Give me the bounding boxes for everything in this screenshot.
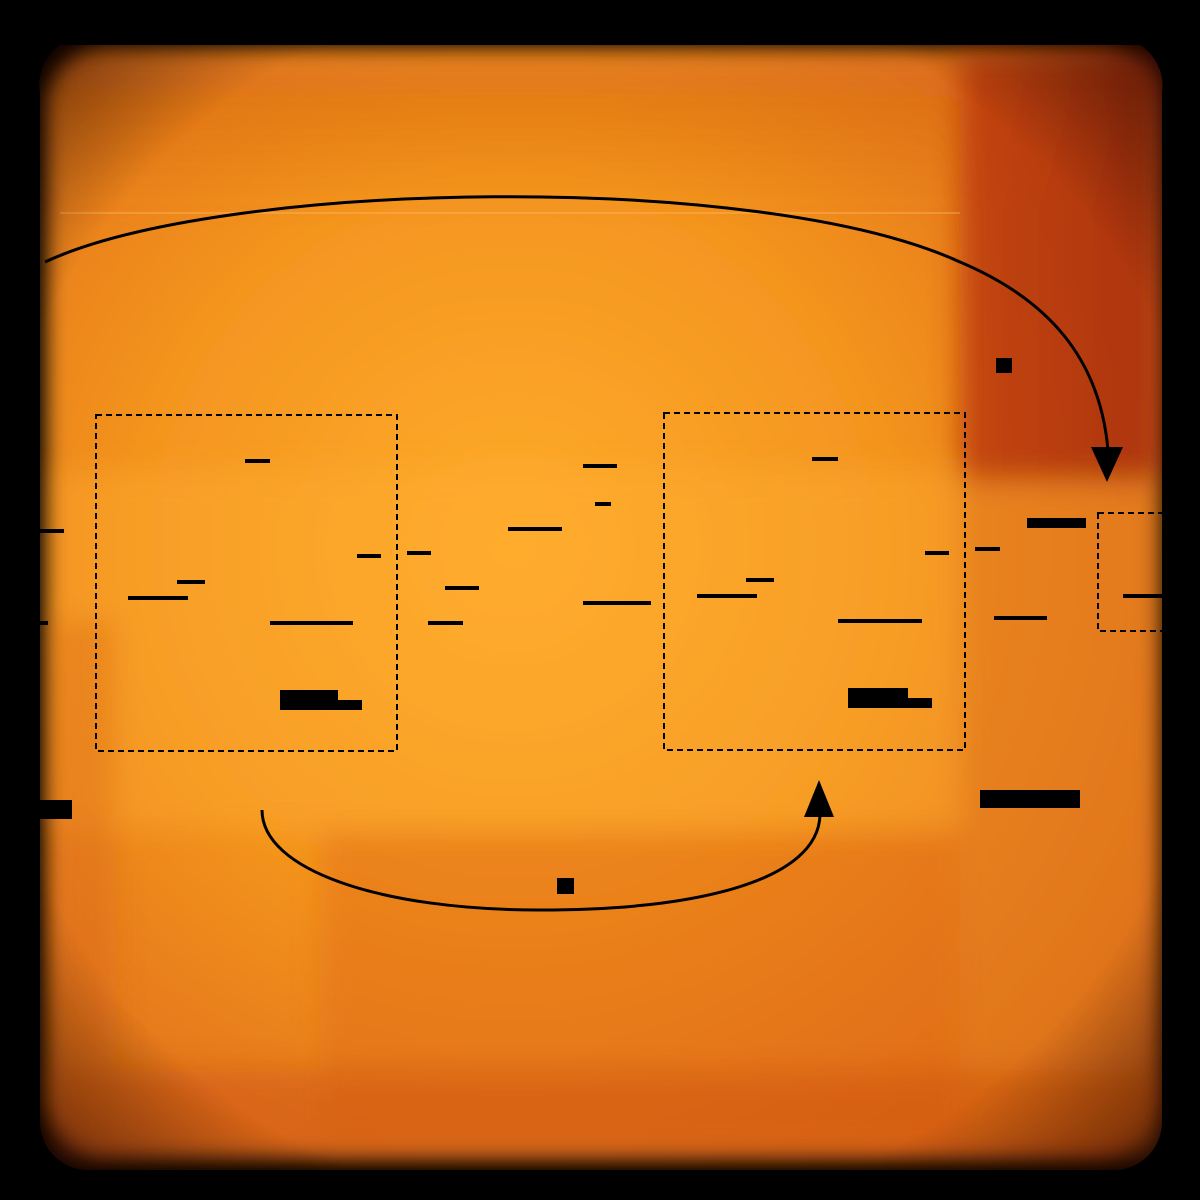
artwork (0, 0, 1200, 1200)
vignette (0, 0, 1200, 1200)
orange-plate (0, 0, 1200, 1200)
